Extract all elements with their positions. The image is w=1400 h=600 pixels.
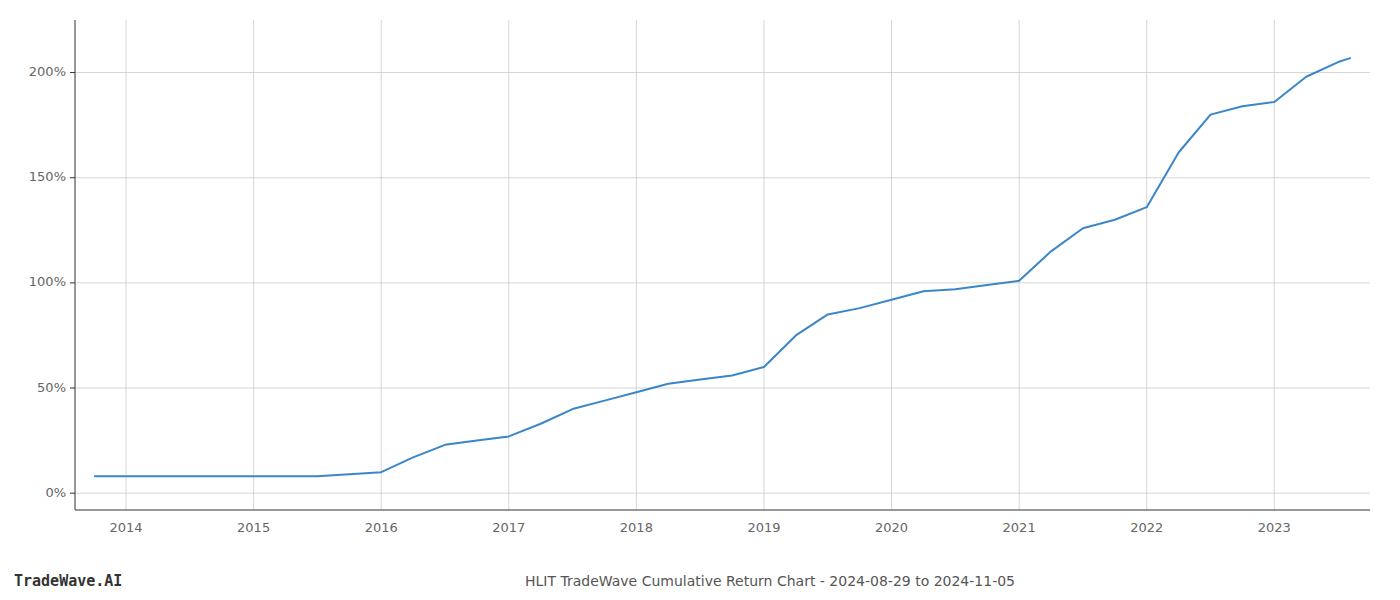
y-grid-line (75, 388, 1370, 389)
y-tick (70, 282, 75, 283)
y-tick (70, 72, 75, 73)
y-grid-line (75, 282, 1370, 283)
axes: 0% 50% 100% 150% 200% 2014 2015 2016 2017 2018 201… (29, 20, 1370, 535)
watermark: TradeWave.AI (14, 572, 122, 590)
y-tick-label: 150% (29, 169, 66, 184)
x-grid-line (381, 20, 382, 510)
y-tick-label: 0% (45, 485, 66, 500)
x-tick-label: 2016 (365, 520, 398, 535)
x-tick-label: 2014 (109, 520, 142, 535)
y-tick (70, 493, 75, 494)
x-grid-line (253, 20, 254, 510)
x-tick-label: 2022 (1130, 520, 1163, 535)
line-series (94, 58, 1351, 477)
x-tick-label: 2021 (1003, 520, 1036, 535)
x-tick-label: 2020 (875, 520, 908, 535)
y-tick (70, 388, 75, 389)
background (0, 0, 1400, 600)
x-grid-line (891, 20, 892, 510)
plot-area (94, 58, 1351, 477)
x-tick-label: 2017 (492, 520, 525, 535)
x-grid-line (1146, 20, 1147, 510)
x-grid-line (1274, 20, 1275, 510)
x-grid-line (1019, 20, 1020, 510)
chart-container: 0% 50% 100% 150% 200% 2014 2015 2016 2017 2018 201… (0, 0, 1400, 600)
y-tick-label: 50% (37, 380, 66, 395)
x-grid-line (636, 20, 637, 510)
x-grid-line (126, 20, 127, 510)
y-grid-line (75, 72, 1370, 73)
y-grid-line (75, 493, 1370, 494)
y-axis-line (75, 20, 76, 510)
title: HLIT TradeWave Cumulative Return Chart -… (525, 573, 1015, 589)
y-tick-label: 100% (29, 274, 66, 289)
y-grid-line (75, 177, 1370, 178)
y-tick (70, 177, 75, 178)
x-tick-label: 2023 (1258, 520, 1291, 535)
x-axis-line (75, 510, 1370, 511)
grid (75, 20, 1370, 510)
y-tick-label: 200% (29, 64, 66, 79)
x-tick-label: 2019 (747, 520, 780, 535)
x-tick-label: 2018 (620, 520, 653, 535)
x-tick-label: 2015 (237, 520, 270, 535)
chart-svg: 0% 50% 100% 150% 200% 2014 2015 2016 2017 2018 201… (0, 0, 1400, 600)
x-grid-line (763, 20, 764, 510)
